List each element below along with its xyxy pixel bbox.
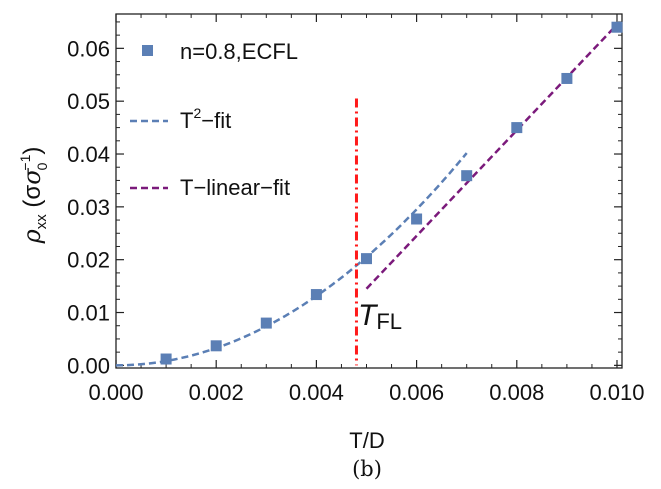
y-tick-label: 0.00: [67, 353, 110, 378]
x-tick-label: 0.000: [88, 380, 143, 405]
legend: n=0.8,ECFL T2−fit T−linear−fit: [130, 39, 298, 200]
data-point-marker: [260, 317, 272, 329]
x-tick-label: 0.008: [489, 380, 544, 405]
y-tick-label: 0.02: [67, 248, 110, 273]
y-axis-ticks: 0.00 0.01 0.02 0.03 0.04 0.05 0.06: [67, 21, 622, 378]
x-tick-label: 0.004: [289, 380, 344, 405]
x-axis-ticks: 0.000 0.002 0.004 0.006 0.008 0.010: [88, 14, 645, 405]
y-tick-label: 0.06: [67, 36, 110, 61]
legend-label-ecfl: n=0.8,ECFL: [180, 39, 298, 64]
x-tick-label: 0.010: [589, 380, 644, 405]
data-point-marker: [561, 72, 573, 84]
y-tick-label: 0.05: [67, 89, 110, 114]
y-tick-label: 0.04: [67, 142, 110, 167]
linear-fit-line: [365, 23, 618, 290]
data-point-marker: [160, 353, 172, 365]
data-point-marker: [310, 289, 322, 301]
t2-fit-line: [115, 152, 468, 367]
tfl-annotation: TFL: [354, 98, 402, 366]
x-tick-label: 0.002: [189, 380, 244, 405]
data-point-marker: [611, 21, 623, 33]
x-axis-label: T/D: [349, 428, 384, 453]
legend-label-t2-fit: T2−fit: [180, 105, 231, 133]
y-tick-label: 0.03: [67, 195, 110, 220]
plot-border: [115, 13, 623, 369]
data-point-marker: [360, 253, 372, 265]
data-point-marker: [411, 213, 423, 225]
plot-frame: [115, 13, 623, 369]
fit-lines: [115, 23, 618, 367]
x-tick-label: 0.006: [389, 380, 444, 405]
legend-label-linear-fit: T−linear−fit: [180, 175, 290, 200]
data-markers: [160, 21, 623, 365]
data-point-marker: [210, 340, 222, 352]
y-tick-label: 0.01: [67, 301, 110, 326]
y-axis-label: ρxx (σσ0−1): [17, 147, 50, 245]
data-point-marker: [511, 122, 523, 134]
data-point-marker: [461, 170, 473, 182]
panel-caption: (b): [352, 457, 382, 481]
tfl-label: TFL: [358, 299, 402, 334]
legend-marker-ecfl: [142, 45, 153, 56]
